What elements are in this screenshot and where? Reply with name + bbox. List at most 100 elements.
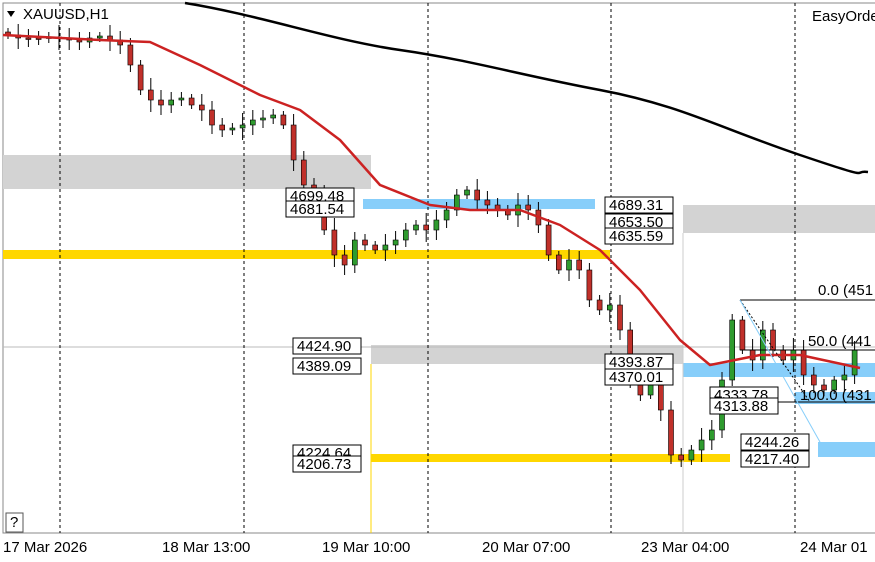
candle-body <box>178 97 185 101</box>
candle-body <box>678 454 685 461</box>
candle-body <box>851 349 858 376</box>
time-label: 20 Mar 07:00 <box>482 539 570 556</box>
price-label-box <box>292 455 362 473</box>
help-button[interactable] <box>5 512 24 533</box>
time-label: 17 Mar 2026 <box>3 539 87 556</box>
candle-body <box>545 224 552 256</box>
zone <box>3 250 610 259</box>
price-label: 4635.59 <box>604 227 674 245</box>
candle-body <box>300 159 307 186</box>
candle-body <box>606 304 613 311</box>
candle-body <box>453 194 460 211</box>
candle-body <box>341 254 348 266</box>
price-label-text: 4689.31 <box>609 197 663 214</box>
candle-body <box>596 299 603 311</box>
candle-body <box>688 449 695 461</box>
candle-body <box>566 259 572 271</box>
candle-body <box>739 319 746 351</box>
price-label-text: 4653.50 <box>609 214 663 231</box>
candle-body <box>148 89 154 101</box>
price-label: 4244.26 <box>740 433 810 451</box>
candle-body <box>617 304 623 331</box>
time-label: 19 Mar 10:00 <box>322 539 410 556</box>
candle-body <box>168 99 174 106</box>
candle-body <box>464 189 470 196</box>
candle-body <box>280 114 287 126</box>
panel-title: EasyOrde <box>812 8 875 25</box>
candle-body <box>708 429 715 441</box>
zone <box>818 442 875 457</box>
candle-body <box>668 409 674 456</box>
candle-body <box>576 259 583 271</box>
candle-body <box>821 384 827 391</box>
candle-body <box>239 124 246 129</box>
candle-body <box>25 37 32 40</box>
candle-body <box>831 379 838 391</box>
price-label: 4206.73 <box>292 455 362 473</box>
price-label-text: 4681.54 <box>290 201 344 218</box>
candle-body <box>158 99 164 106</box>
candle-body <box>351 239 358 266</box>
time-label: 18 Mar 13:00 <box>162 539 250 556</box>
candle-body <box>433 219 440 231</box>
price-label-text: 4393.87 <box>609 354 663 371</box>
candle-body <box>525 204 532 211</box>
price-label-box <box>292 337 362 355</box>
period-separators <box>59 3 796 533</box>
price-label-text: 4370.01 <box>609 369 663 386</box>
price-label: 4313.88 <box>709 397 779 415</box>
candle-body <box>423 224 430 231</box>
candle-body <box>219 124 225 131</box>
symbol-title: XAUUSD,H1 <box>23 6 109 23</box>
fib-label: 50.0 (441 <box>808 333 871 350</box>
candle-body <box>137 64 144 91</box>
candle-body <box>209 109 215 126</box>
candle-body <box>555 254 562 271</box>
price-label-text: 4206.73 <box>297 456 351 473</box>
price-label-text: 4313.88 <box>714 398 768 415</box>
candle-body <box>35 37 42 40</box>
candle-body <box>392 239 399 246</box>
price-label: 4424.90 <box>292 337 362 355</box>
candle-body <box>362 239 368 246</box>
candle-body <box>372 244 379 251</box>
price-label: 4689.31 <box>604 196 674 214</box>
zone <box>371 454 730 462</box>
candle-body <box>382 244 389 251</box>
candle-body <box>810 374 817 386</box>
candle-body <box>270 114 277 119</box>
candle-body <box>484 199 491 206</box>
price-label-box <box>709 397 779 415</box>
fast-ma <box>2 33 861 370</box>
price-label: 4370.01 <box>604 368 674 386</box>
candle-body <box>413 224 419 231</box>
price-label-box <box>604 227 674 245</box>
fib-label: 100.0 (431 <box>800 387 872 404</box>
price-label-text: 4217.40 <box>745 451 799 468</box>
candle-body <box>800 349 807 376</box>
candle-body <box>127 44 134 66</box>
time-label: 24 Mar 01 <box>800 539 868 556</box>
time-label: 23 Mar 04:00 <box>641 539 729 556</box>
candle-body <box>586 269 593 301</box>
menu-arrow[interactable] <box>7 11 15 17</box>
price-label: 4653.50 <box>604 213 674 231</box>
candle-body <box>290 124 297 161</box>
price-label: 4681.54 <box>285 200 355 218</box>
candle-body <box>474 189 481 201</box>
price-label-box <box>292 357 362 375</box>
candle-body <box>188 97 195 106</box>
price-label-box <box>604 196 674 214</box>
candle-body <box>729 319 736 381</box>
candle-body <box>698 439 705 451</box>
price-label-box <box>604 368 674 386</box>
price-label-text: 4389.09 <box>297 358 351 375</box>
candle-body <box>770 329 776 351</box>
zone <box>683 205 875 233</box>
slow-ma <box>184 1 869 175</box>
help-text[interactable]: ? <box>10 514 18 531</box>
candle-body <box>97 35 103 39</box>
price-label: 4217.40 <box>740 450 810 468</box>
